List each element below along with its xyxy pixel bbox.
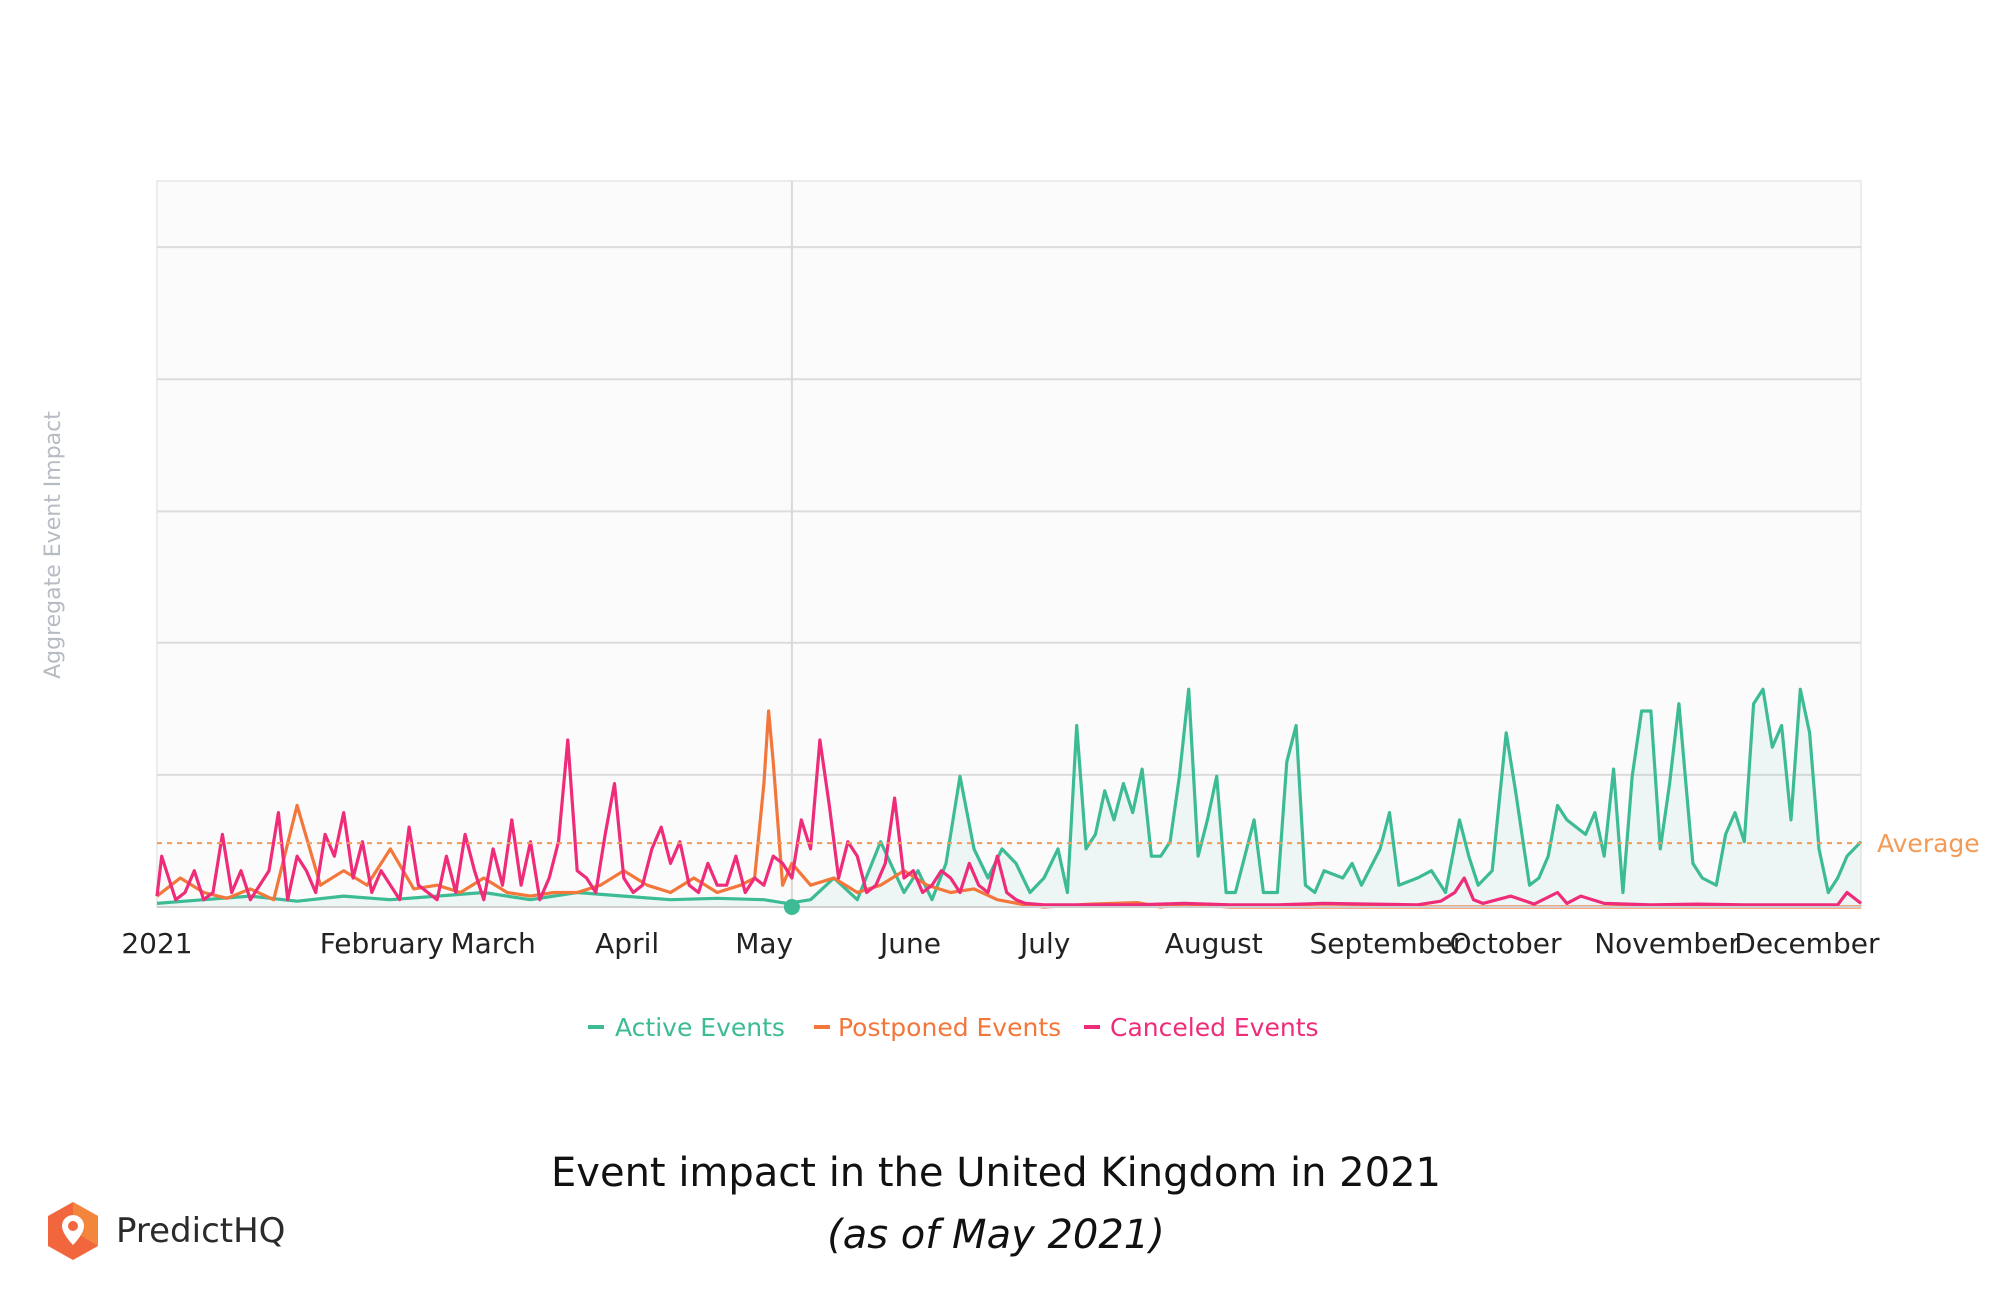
x-tick-label-1: February [320,927,444,960]
x-tick-label-0: 2021 [121,927,192,960]
legend-item-postponed[interactable]: Postponed Events [814,1013,1061,1042]
series-line-active[interactable] [156,687,1863,905]
location-pin-hexagon-icon [48,1202,98,1260]
legend-label-canceled: Canceled Events [1110,1013,1319,1042]
series-line-canceled[interactable] [155,738,1862,907]
brand-logo: PredictHQ [44,1200,285,1262]
x-tick-label-11: December [1734,927,1880,960]
x-tick-label-3: April [595,927,659,960]
caption-title: Event impact in the United Kingdom in 20… [551,1150,1441,1196]
x-tick-label-5: June [878,927,941,960]
x-tick-label-4: May [735,927,793,960]
x-tick-label-6: July [1018,927,1070,960]
average-label: Average [1877,829,1980,858]
x-tick-label-2: March [450,927,535,960]
legend-item-active[interactable]: Active Events [588,1013,785,1042]
caption-subtitle: (as of May 2021) [827,1212,1165,1258]
series-area-active [157,689,1861,907]
series-line-postponed[interactable] [156,709,1861,909]
series-lines [155,687,1863,909]
x-axis-ticks: 2021 February March April May June July August S… [121,927,1880,960]
current-date-dot [783,899,800,915]
legend-label-postponed: Postponed Events [838,1013,1061,1042]
x-tick-label-9: October [1449,927,1562,960]
event-impact-chart: Average 2021 February March April May June Jul… [41,180,1980,1042]
gridlines [157,246,1861,776]
legend-item-canceled[interactable]: Canceled Events [1084,1013,1319,1042]
legend-label-active: Active Events [615,1013,785,1042]
plot-background [156,180,1862,908]
brand-name: PredictHQ [116,1211,286,1251]
x-tick-label-8: September [1309,927,1464,960]
x-tick-label-7: August [1165,927,1263,960]
chart-legend: Active Events Postponed Events Canceled … [588,1013,1319,1042]
x-tick-label-10: November [1594,927,1740,960]
y-axis-label: Aggregate Event Impact [41,411,66,679]
